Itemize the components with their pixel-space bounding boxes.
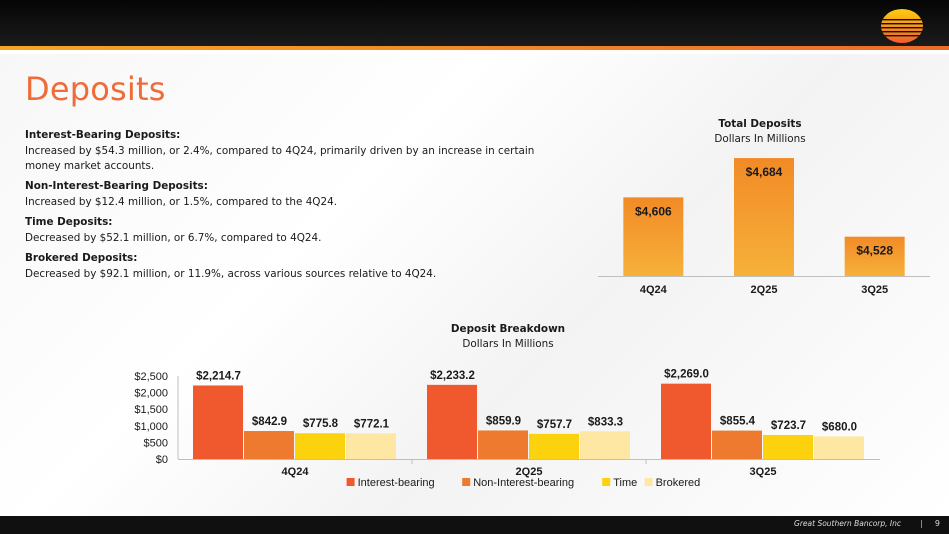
total-deposits-bar-3q25 (844, 236, 905, 276)
breakdown-value-label: $2,233.2 (430, 370, 475, 382)
total-deposits-subtitle: Dollars In Millions (714, 133, 806, 145)
breakdown-value-label: $859.9 (486, 415, 521, 427)
breakdown-category-label: 2Q25 (516, 466, 543, 478)
breakdown-bar-time-2q25 (529, 433, 579, 459)
breakdown-bar-interest-bearing-3q25 (661, 383, 711, 459)
breakdown-bar-time-4q24 (295, 433, 345, 459)
legend-swatch-interest-bearing (346, 478, 355, 486)
y-axis-tick-label: $1,500 (134, 404, 168, 416)
breakdown-bar-interest-bearing-4q24 (193, 385, 243, 459)
breakdown-category-label: 3Q25 (750, 466, 777, 478)
total-deposits-value-label: $4,684 (746, 165, 783, 179)
interest-bearing-heading: Interest-Bearing Deposits: (25, 129, 181, 141)
total-deposits-category-label: 4Q24 (640, 284, 668, 296)
total-deposits-chart-title: Total Deposits Dollars In Millions (660, 117, 860, 147)
breakdown-value-label: $2,269.0 (664, 369, 709, 381)
breakdown-value-label: $772.1 (354, 418, 390, 430)
non-interest-bearing-heading: Non-Interest-Bearing Deposits: (25, 180, 208, 192)
legend-swatch-time (602, 478, 611, 486)
breakdown-bar-brokered-3q25 (814, 436, 864, 459)
legend-label: Interest-bearing (358, 477, 435, 489)
footer-company-name: Great Southern Bancorp, Inc (794, 519, 901, 528)
page-number: 9 (934, 519, 940, 528)
y-axis-tick-label: $2,000 (134, 388, 168, 400)
deposit-breakdown-title: Deposit Breakdown (450, 323, 566, 335)
deposit-breakdown-subtitle: Dollars In Millions (462, 338, 554, 350)
legend-swatch-brokered (644, 478, 653, 486)
slide-title: Deposits (25, 70, 166, 108)
breakdown-category-label: 4Q24 (282, 466, 310, 478)
company-logo-icon (881, 9, 923, 43)
total-deposits-value-label: $4,528 (856, 244, 893, 258)
breakdown-value-label: $775.8 (303, 418, 339, 430)
total-deposits-bar-2q25 (734, 158, 794, 276)
y-axis-tick-label: $0 (156, 454, 168, 466)
time-deposits-text: Decreased by $52.1 million, or 6.7%, com… (25, 232, 322, 244)
brokered-deposits-heading: Brokered Deposits: (25, 252, 138, 264)
non-interest-bearing-text: Increased by $12.4 million, or 1.5%, com… (25, 196, 338, 208)
breakdown-value-label: $855.4 (720, 416, 756, 428)
breakdown-bar-brokered-2q25 (580, 431, 630, 459)
breakdown-bar-non-interest-bearing-3q25 (712, 430, 762, 459)
deposit-breakdown-chart-title: Deposit Breakdown Dollars In Millions (408, 322, 608, 352)
deposit-commentary: Interest-Bearing Deposits: Increased by … (25, 128, 545, 287)
total-deposits-bar-4q24 (623, 197, 684, 276)
y-axis-tick-label: $1,000 (134, 421, 168, 433)
breakdown-bar-non-interest-bearing-2q25 (478, 430, 528, 459)
legend-label: Brokered (656, 477, 701, 489)
interest-bearing-text: Increased by $54.3 million, or 2.4%, com… (25, 145, 535, 172)
total-deposits-category-label: 3Q25 (861, 284, 888, 296)
breakdown-value-label: $842.9 (252, 416, 287, 428)
breakdown-value-label: $2,214.7 (196, 370, 241, 382)
breakdown-bar-time-3q25 (763, 434, 813, 459)
legend-swatch-non-interest-bearing (462, 478, 471, 486)
time-deposits-heading: Time Deposits: (25, 216, 113, 228)
y-axis-tick-label: $500 (144, 437, 168, 449)
y-axis-tick-label: $2,500 (134, 371, 168, 383)
top-banner-accent-line (0, 46, 949, 50)
legend-label: Non-Interest-bearing (473, 477, 574, 489)
breakdown-value-label: $723.7 (771, 420, 806, 432)
breakdown-bar-interest-bearing-2q25 (427, 384, 477, 459)
footer-separator: | (920, 519, 923, 528)
breakdown-value-label: $757.7 (537, 419, 572, 431)
breakdown-value-label: $680.0 (822, 421, 857, 433)
footer-bar: Great Southern Bancorp, Inc | 9 (0, 516, 949, 534)
brokered-deposits-text: Decreased by $92.1 million, or 11.9%, ac… (25, 268, 437, 280)
breakdown-value-label: $833.3 (588, 416, 623, 428)
breakdown-bar-brokered-4q24 (346, 433, 396, 459)
total-deposits-value-label: $4,606 (635, 204, 672, 218)
breakdown-bar-non-interest-bearing-4q24 (244, 431, 294, 459)
legend-label: Time (613, 477, 637, 489)
top-banner (0, 0, 949, 50)
total-deposits-category-label: 2Q25 (751, 284, 778, 296)
total-deposits-title: Total Deposits (718, 118, 802, 130)
